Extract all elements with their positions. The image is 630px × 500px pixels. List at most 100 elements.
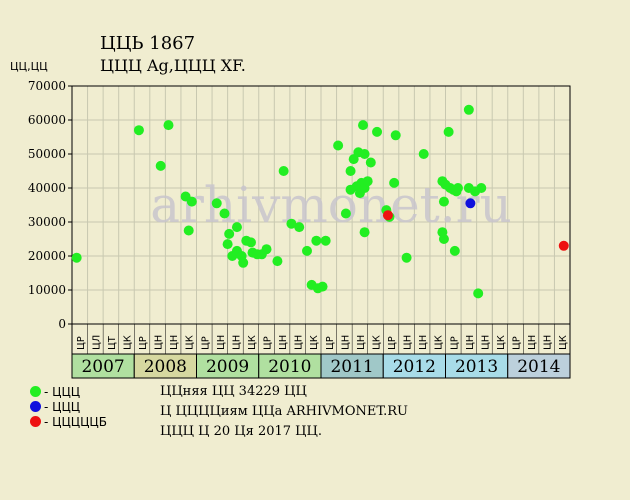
x-slot-label: ЦР <box>76 336 87 350</box>
data-point-series-0 <box>186 196 197 207</box>
data-point-series-0 <box>219 208 230 219</box>
data-point-series-0 <box>224 228 235 239</box>
year-band <box>196 353 260 379</box>
y-tick-label: 10000 <box>28 283 66 297</box>
data-point-series-0 <box>71 252 82 263</box>
legend-dot-red <box>30 416 41 427</box>
year-label: 2014 <box>517 357 560 377</box>
data-point-series-0 <box>449 245 460 256</box>
year-band <box>133 353 197 379</box>
x-slot-label: ЦР <box>449 336 460 350</box>
year-label: 2011 <box>330 357 373 377</box>
x-slot-label: ЦН <box>465 335 476 350</box>
x-slot-label: ЦН <box>154 335 165 350</box>
y-tick-label: 40000 <box>28 181 66 195</box>
x-slot-label: ЦР <box>200 336 211 350</box>
footer-line-3: ЦЦЦ Ц 20 Ця 2017 ЦЦ. <box>160 424 322 439</box>
x-slot-label: ЦН <box>278 335 289 350</box>
y-tick-label: 20000 <box>28 249 66 263</box>
legend-dot-green <box>30 386 41 397</box>
x-slot-label: ЦР <box>138 336 149 350</box>
year-label: 2007 <box>81 357 124 377</box>
x-slot-label: ЦР <box>512 336 523 350</box>
x-slot-label: ЦН <box>418 335 429 350</box>
year-label: 2012 <box>393 357 436 377</box>
year-label: 2013 <box>455 357 498 377</box>
data-point-series-0 <box>476 183 487 193</box>
legend-label-2: - ЦЦЦЦЦБ <box>44 415 107 429</box>
legend-item-1: - ЦЦЦ <box>30 400 80 414</box>
data-point-series-0 <box>438 234 449 244</box>
x-slot-label: ЦК <box>434 335 445 350</box>
data-point-series-0 <box>372 126 383 137</box>
data-point-series-0 <box>345 166 356 176</box>
x-slot-label: ЦЛ <box>91 335 102 350</box>
data-point-series-0 <box>333 140 344 151</box>
data-point-series-0 <box>155 160 166 171</box>
data-point-series-0 <box>389 177 400 188</box>
data-point-series-2 <box>558 240 569 251</box>
data-point-series-0 <box>272 256 283 267</box>
data-point-series-0 <box>359 149 370 159</box>
data-point-series-0 <box>317 281 328 292</box>
y-tick-label: 70000 <box>28 79 66 93</box>
legend-dot-blue <box>30 401 41 412</box>
chart-subtitle: ЦЦЦ Ag,ЦЦЦ XF. <box>100 56 246 75</box>
data-point-series-0 <box>231 222 242 233</box>
x-slot-label: ЦН <box>231 335 242 350</box>
data-point-series-0 <box>245 237 256 248</box>
data-point-series-2 <box>382 210 393 221</box>
data-point-series-0 <box>320 235 331 246</box>
chart-title: ЦЦЬ 1867 <box>100 33 196 54</box>
data-point-series-0 <box>301 245 312 256</box>
x-slot-label: ЦН <box>527 335 538 350</box>
data-point-series-0 <box>163 120 174 131</box>
data-point-series-1 <box>465 198 476 209</box>
data-point-series-0 <box>261 244 272 255</box>
y-tick-label: 0 <box>58 317 66 331</box>
data-point-series-0 <box>362 176 373 187</box>
x-slot-label: ЦК <box>558 335 569 350</box>
x-slot-label: ЦН <box>480 335 491 350</box>
y-tick-label: 30000 <box>28 215 66 229</box>
x-slot-label: ЦР <box>387 336 398 350</box>
x-slot-label: ЦР <box>263 336 274 350</box>
footer-line-2: Ц ЦЦЦЦиям ЦЦа ARHIVMONET.RU <box>160 404 408 419</box>
data-point-series-0 <box>133 125 144 136</box>
x-slot-label: ЦН <box>356 335 367 350</box>
data-point-series-0 <box>238 257 249 268</box>
data-point-series-0 <box>211 198 222 209</box>
legend-label-0: - ЦЦЦ <box>44 385 81 399</box>
year-band <box>71 353 135 379</box>
legend-label-1: - ЦЦЦ <box>44 400 81 414</box>
x-slot-label: ЦН <box>340 335 351 350</box>
y-tick-label: 50000 <box>28 147 66 161</box>
data-point-series-0 <box>390 130 401 141</box>
data-point-series-0 <box>294 222 305 233</box>
data-point-series-0 <box>418 149 429 159</box>
data-point-series-0 <box>278 166 289 176</box>
year-label: 2008 <box>144 357 187 377</box>
data-point-series-0 <box>183 225 194 236</box>
data-point-series-0 <box>401 252 412 263</box>
x-slot-label: ЦН <box>543 335 554 350</box>
x-slot-label: ЦН <box>169 335 180 350</box>
data-point-series-0 <box>473 288 484 299</box>
year-band <box>507 353 571 379</box>
x-slot-label: ЦР <box>325 336 336 350</box>
y-axis-unit: ЦЦ,ЦЦ <box>10 60 48 73</box>
x-slot-label: ЦК <box>247 335 258 350</box>
data-point-series-0 <box>443 126 454 137</box>
data-point-series-0 <box>365 157 376 168</box>
x-slot-label: ЦК <box>496 335 507 350</box>
x-slot-label: ЦК <box>371 335 382 350</box>
x-slot-label: ЦК <box>185 335 196 350</box>
x-slot-label: ЦН <box>294 335 305 350</box>
x-slot-label: ЦК <box>122 335 133 350</box>
legend-item-2: - ЦЦЦЦЦБ <box>30 415 107 429</box>
year-label: 2010 <box>268 357 311 377</box>
year-band <box>258 353 322 379</box>
x-slot-label: ЦН <box>216 335 227 350</box>
data-point-series-0 <box>359 227 370 238</box>
